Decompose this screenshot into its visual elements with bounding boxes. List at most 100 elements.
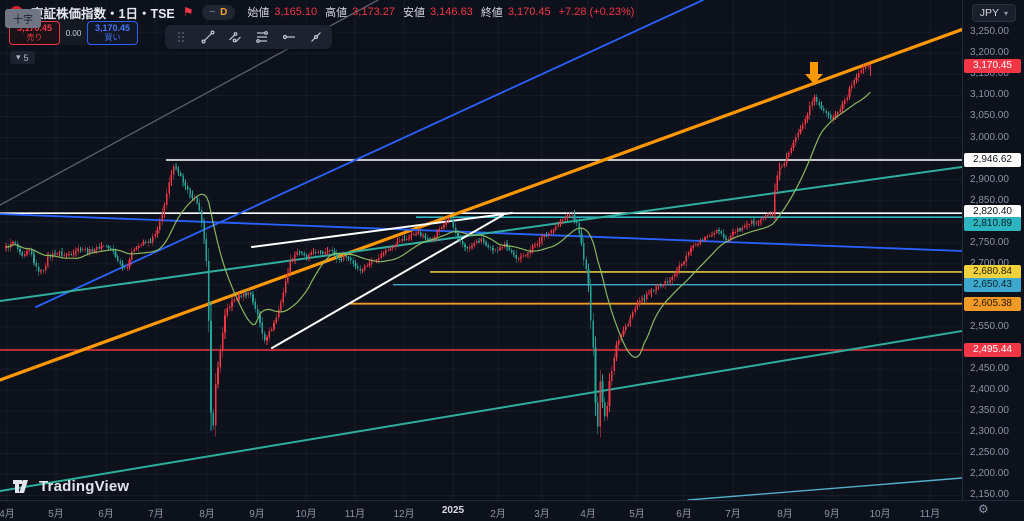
horizontal-levels — [0, 159, 962, 351]
price-tick-label: 2,250.00 — [970, 447, 1009, 459]
open-value: 3,165.10 — [274, 6, 318, 18]
time-tick-label: 9月 — [249, 509, 265, 520]
low-value: 3,146.63 — [429, 6, 473, 18]
spread-value: 0.00 — [65, 28, 82, 38]
time-tick-label: 6月 — [98, 509, 114, 520]
time-tick-label: 5月 — [629, 509, 645, 520]
price-level-label: 2,820.40 — [964, 205, 1021, 220]
white-wedge-lower[interactable] — [271, 214, 504, 349]
time-tick-label: 7月 — [148, 509, 164, 520]
sell-label: 売り — [26, 33, 43, 42]
time-tick-label: 5月 — [48, 509, 64, 520]
time-axis[interactable]: 4月 5月 6月 7月 8月 9月 10月 11月 12月 2025 2月 3月 4月 5月 6月 7月 8月 9… — [0, 500, 1024, 521]
high-label: 高値 — [325, 7, 348, 19]
moving-average-line[interactable] — [5, 91, 871, 359]
chart-plot-area[interactable] — [0, 0, 1010, 500]
price-tick-label: 2,150.00 — [970, 489, 1009, 501]
time-tick-label: 2025 — [441, 505, 465, 516]
ray-line-icon[interactable] — [308, 29, 324, 45]
interval-badge: D — [220, 6, 228, 18]
price-tick-label: 2,850.00 — [970, 194, 1009, 206]
change-value: +7.28 (+0.23%) — [558, 6, 635, 18]
axis-settings-gear-icon[interactable]: ⚙ — [978, 502, 989, 516]
teal-lower-uptrend[interactable] — [0, 323, 1010, 492]
interval-dash: – — [209, 6, 216, 17]
time-tick-label: 6月 — [676, 509, 692, 520]
cyan-bottom-line[interactable] — [687, 477, 962, 500]
price-tick-label: 3,000.00 — [970, 131, 1009, 143]
horizontal-ray-icon[interactable] — [281, 29, 297, 45]
object-count: 5 — [23, 52, 29, 63]
price-tick-label: 3,100.00 — [970, 89, 1009, 101]
time-tick-label: 9月 — [824, 509, 840, 520]
time-tick-label: 3月 — [534, 509, 550, 520]
crosshair-tooltip: 十字 — [5, 9, 41, 28]
time-tick-label: 12月 — [393, 509, 415, 520]
parallel-lines-icon[interactable] — [254, 29, 270, 45]
price-tick-label: 2,400.00 — [970, 384, 1009, 396]
object-tree-pill[interactable]: ▾ 5 — [10, 51, 35, 64]
low-label: 安値 — [402, 7, 425, 19]
chevron-down-icon: ▾ — [16, 52, 21, 62]
price-tick-label: 3,150.00 — [970, 68, 1009, 80]
blue-shallow-downtrend[interactable] — [0, 213, 962, 252]
price-level-label: 2,946.62 — [964, 153, 1021, 167]
price-tick-label: 2,450.00 — [970, 363, 1009, 375]
ohlc-readout: 始値 3,165.10 高値 3,173.27 安値 3,146.63 終値 3… — [247, 4, 637, 20]
currency-label: JPY — [979, 7, 999, 19]
price-level-label: 2,605.38 — [964, 296, 1021, 311]
price-tick-label: 2,900.00 — [970, 173, 1009, 185]
price-tick-label: 3,050.00 — [970, 110, 1009, 122]
tradingview-wordmark: TradingView — [39, 477, 130, 495]
tradingview-logo[interactable]: TradingView — [12, 476, 129, 496]
price-level-label: 2,810.89 — [964, 217, 1021, 232]
trend-lines — [0, 0, 1010, 500]
price-tick-label: 2,550.00 — [970, 321, 1009, 333]
price-tick-label: 2,200.00 — [970, 468, 1009, 480]
price-level-label: 3,170.45 — [964, 58, 1021, 73]
symbol-title[interactable]: 東証株価指数・1日・TSE — [31, 6, 175, 21]
price-tick-label: 3,200.00 — [970, 47, 1009, 59]
price-tick-label: 3,250.00 — [970, 26, 1009, 38]
flag-icon[interactable]: ⚑ — [182, 5, 194, 19]
candlestick-series — [5, 62, 872, 438]
currency-button[interactable]: JPY ▾ — [971, 4, 1016, 22]
price-tick-label: 2,300.00 — [970, 426, 1009, 438]
orange-major-uptrend[interactable] — [0, 12, 1010, 382]
price-tick-label: 2,750.00 — [970, 236, 1009, 248]
chevron-down-icon: ▾ — [1003, 8, 1008, 18]
teal-upper-uptrend[interactable] — [0, 166, 962, 302]
arrow-down-marker[interactable] — [805, 62, 823, 84]
buy-price: 3,170.45 — [94, 23, 131, 33]
price-tick-label: 2,700.00 — [970, 257, 1009, 269]
time-tick-label: 4月 — [580, 509, 596, 520]
close-value: 3,170.45 — [507, 6, 551, 18]
sell-price: 3,170.45 — [16, 23, 53, 33]
white-wedge-upper[interactable] — [251, 212, 513, 248]
tradingview-mark-icon — [13, 480, 28, 493]
open-label: 始値 — [247, 7, 270, 19]
time-tick-label: 8月 — [777, 509, 793, 520]
close-label: 終値 — [480, 7, 503, 19]
drag-handle-icon[interactable] — [173, 29, 189, 45]
time-tick-label: 7月 — [725, 509, 741, 520]
time-tick-label: 10月 — [295, 509, 317, 520]
time-tick-label: 4月 — [0, 509, 15, 520]
blue-steep-uptrend[interactable] — [35, 0, 704, 308]
time-tick-label: 10月 — [869, 509, 891, 520]
price-level-label: 2,495.44 — [964, 342, 1021, 357]
price-axis[interactable]: 3,250.00 3,200.00 3,150.00 3,100.00 3,050.00… — [962, 0, 1024, 500]
high-value: 3,173.27 — [352, 6, 395, 18]
trend-line-icon[interactable] — [200, 29, 216, 45]
chart-header: 東証株価指数・1日・TSE ⚑ – D 始値 3,165.10 高値 3,173… — [10, 3, 637, 21]
price-level-label: 2,680.84 — [964, 264, 1021, 279]
cross-line-icon[interactable] — [227, 29, 243, 45]
drawing-toolbar — [165, 25, 332, 49]
time-tick-label: 11月 — [344, 509, 366, 520]
interval-pill[interactable]: – D — [201, 4, 236, 20]
buy-button[interactable]: 3,170.45 買い — [87, 21, 138, 45]
time-tick-label: 8月 — [199, 509, 215, 520]
price-level-label: 2,650.43 — [964, 277, 1021, 292]
